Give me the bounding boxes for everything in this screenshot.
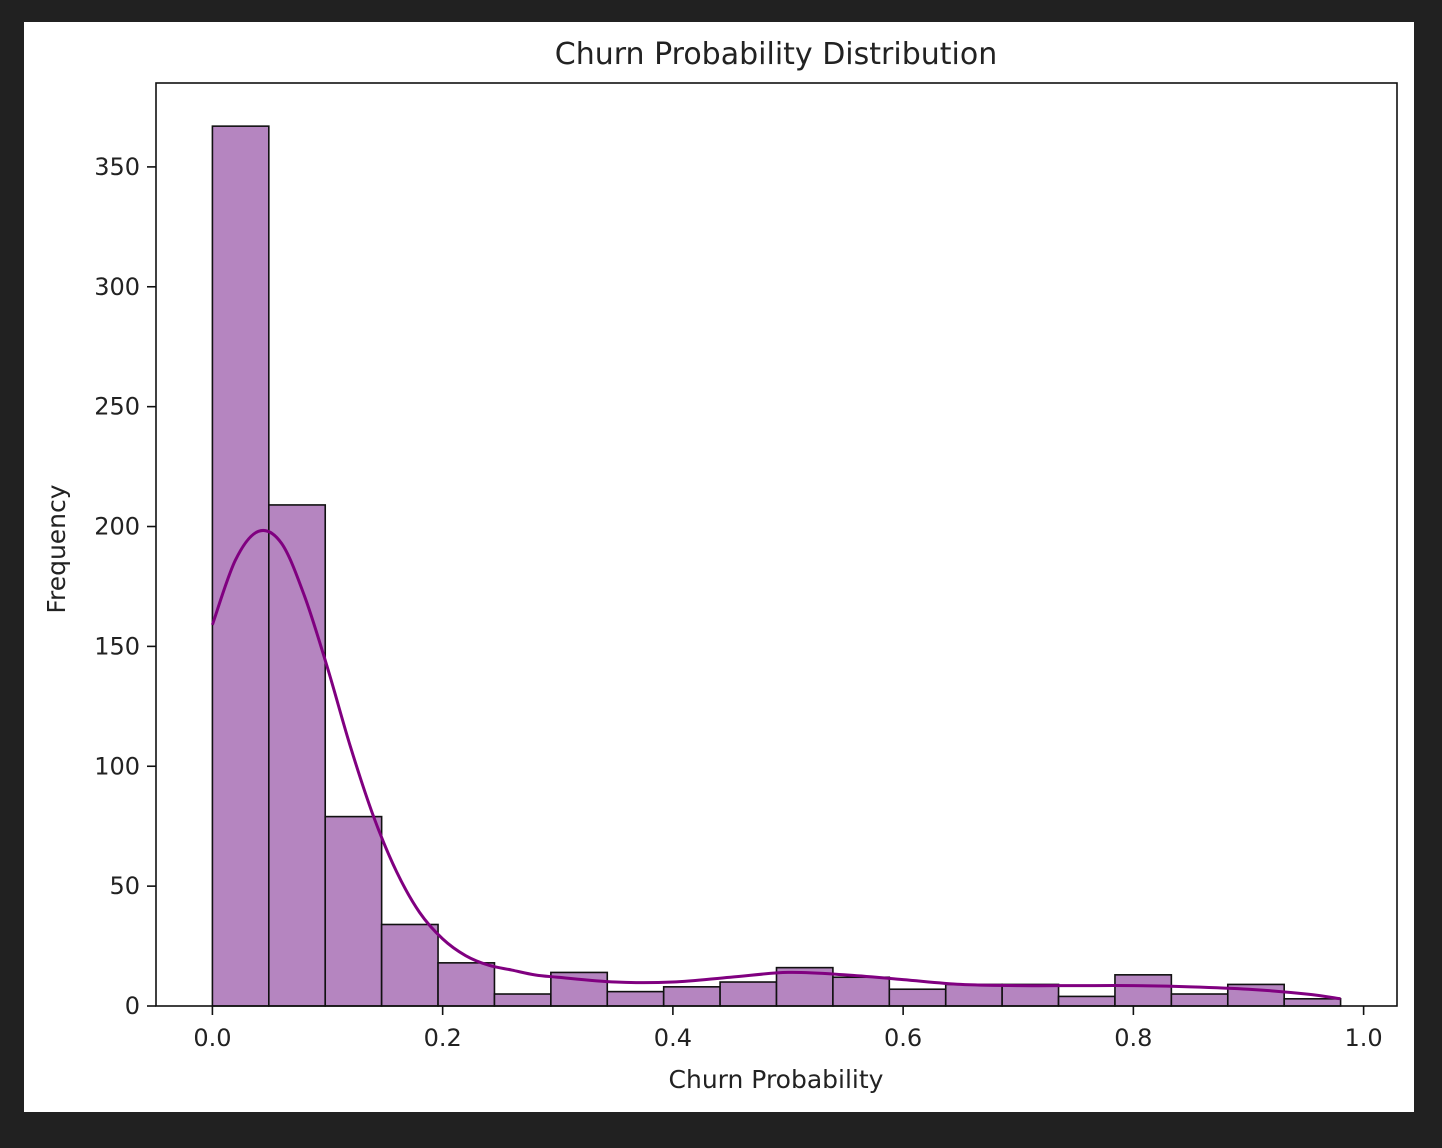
histogram-bar [1001, 983, 1060, 1007]
histogram-bar [380, 923, 439, 1007]
histogram-bar [662, 986, 721, 1007]
chart-figure: Churn Probability Distribution 0.0 0.2 0.4… [24, 22, 1414, 1112]
histogram-bar [437, 962, 496, 1007]
x-tick-label: 0.2 [424, 1024, 462, 1052]
y-tick-label: 150 [94, 632, 140, 660]
y-tick-label: 300 [94, 273, 140, 301]
y-axis-label: Frequency [42, 484, 71, 613]
y-axis-ticks: 0 50 100 150 200 250 300 350 [94, 153, 156, 1020]
y-tick-label: 250 [94, 393, 140, 421]
x-tick-label: 0.6 [884, 1024, 922, 1052]
histogram-bar [719, 981, 778, 1007]
histogram-bar [1283, 998, 1342, 1007]
histogram-bar [211, 125, 270, 1007]
histogram-bar [944, 983, 1003, 1007]
histogram-bar [268, 504, 327, 1007]
x-axis-label: Churn Probability [669, 1065, 884, 1094]
y-tick-label: 200 [94, 513, 140, 541]
y-tick-label: 100 [94, 752, 140, 780]
histogram-bar [1170, 993, 1229, 1007]
y-tick-label: 50 [109, 872, 140, 900]
x-tick-label: 0.4 [654, 1024, 692, 1052]
histogram-chart: Churn Probability Distribution 0.0 0.2 0.4… [42, 37, 1398, 1094]
histogram-bar [1114, 974, 1173, 1007]
y-tick-label: 350 [94, 153, 140, 181]
histogram-bar [832, 976, 891, 1007]
histogram-bar [888, 988, 947, 1007]
kde-curve [210, 528, 1341, 1001]
x-tick-label: 0.8 [1114, 1024, 1152, 1052]
x-tick-label: 1.0 [1345, 1024, 1383, 1052]
kde-layer [210, 528, 1341, 1001]
y-tick-label: 0 [125, 992, 140, 1020]
histogram-bar [606, 990, 665, 1007]
bars-layer [211, 125, 1342, 1007]
plot-frame [155, 82, 1398, 1007]
histogram-bar [493, 993, 552, 1007]
x-tick-label: 0.0 [193, 1024, 231, 1052]
histogram-bar [1057, 995, 1116, 1007]
x-axis-ticks: 0.0 0.2 0.4 0.6 0.8 1.0 [193, 1006, 1383, 1052]
histogram-bar [324, 815, 383, 1007]
chart-title: Churn Probability Distribution [555, 37, 997, 72]
